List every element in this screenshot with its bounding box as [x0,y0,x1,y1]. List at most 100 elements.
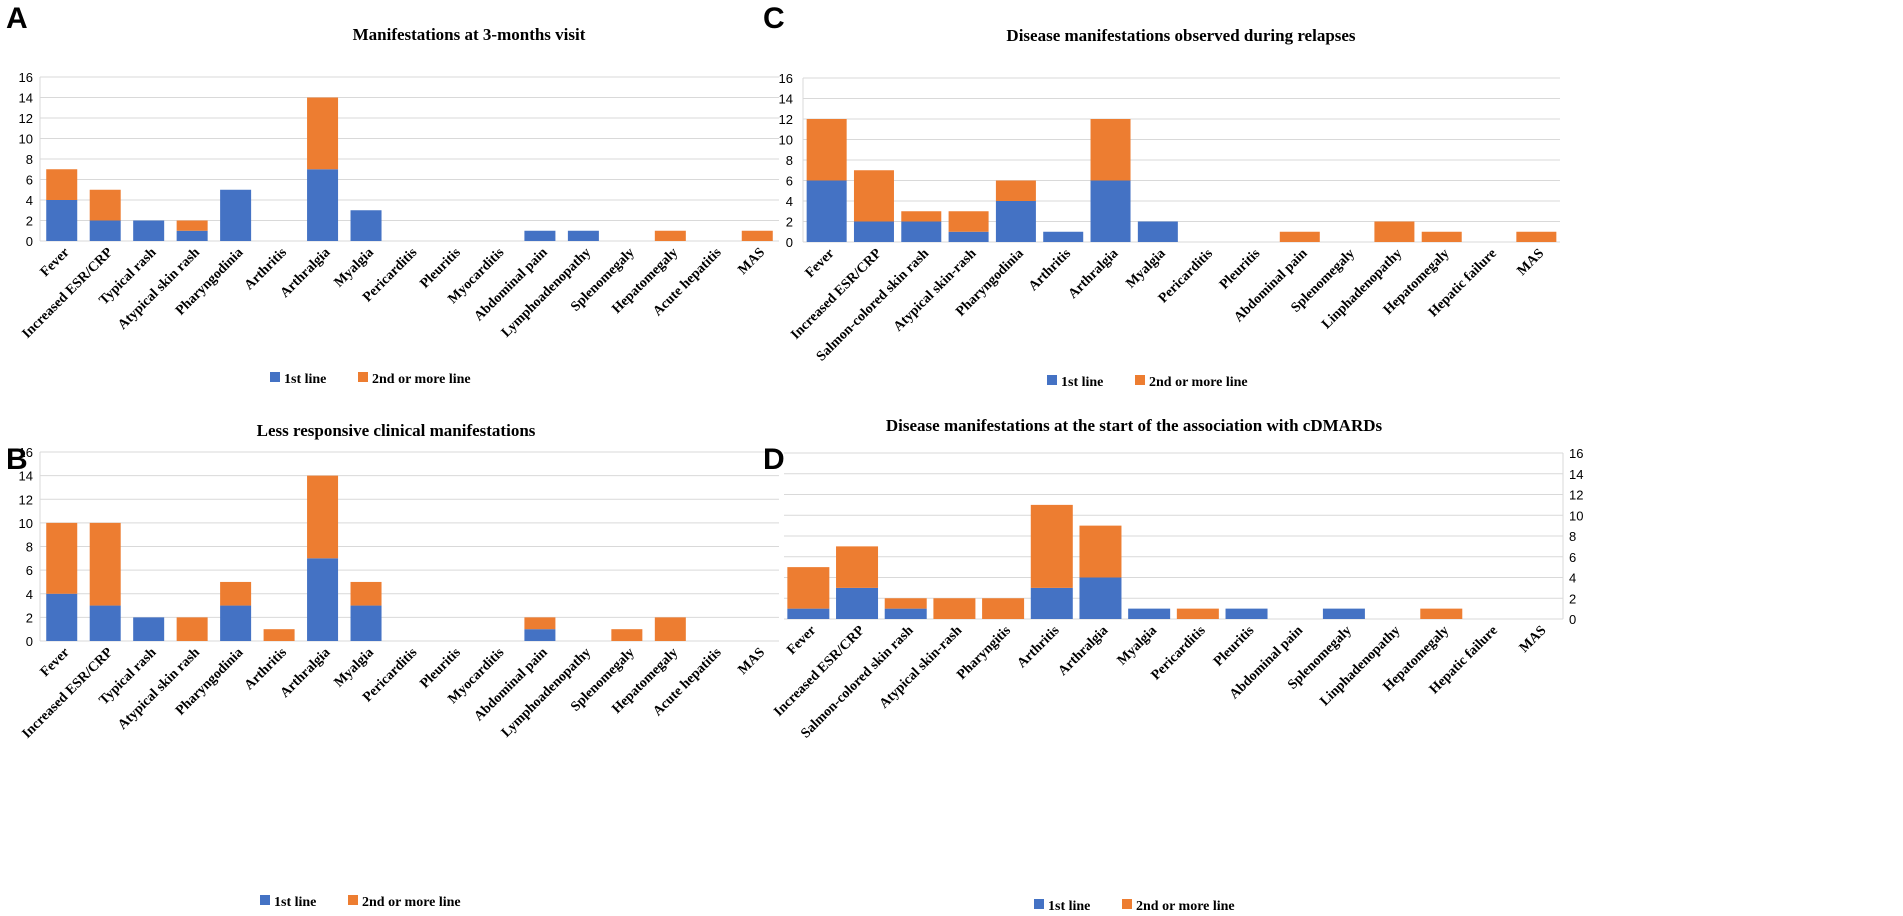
panel-label: C [763,2,785,35]
bar-2nd-or-more-line [350,581,382,606]
panel-label: D [763,443,785,476]
legend-swatch-2nd-line [348,895,358,905]
y-tick-label: 6 [26,563,33,578]
y-tick-label: 8 [1569,529,1576,544]
x-tick-label: Atypical skin rash [115,245,203,333]
bar-2nd-or-more-line [982,598,1025,619]
bar-2nd-or-more-line [524,617,556,630]
y-tick-label: 14 [1569,467,1583,482]
y-tick-label: 4 [1569,571,1576,586]
bar-2nd-or-more-line [948,211,989,232]
bar-1st-line [1322,608,1365,619]
bar-1st-line [787,608,830,619]
x-tick-label: Fever [38,245,73,280]
bar-2nd-or-more-line [654,230,686,241]
bar-1st-line [46,200,78,241]
y-tick-label: 10 [19,132,33,147]
bar-2nd-or-more-line [89,522,121,606]
x-tick-label: MAS [1517,623,1550,656]
y-tick-label: 6 [786,174,793,189]
legend-label: 1st line [1048,899,1090,914]
y-tick-label: 4 [786,194,793,209]
bar-2nd-or-more-line [933,598,976,619]
x-tick-label: Fever [38,645,73,680]
y-tick-label: 0 [26,634,33,649]
chart-title: Disease manifestations observed during r… [1006,26,1356,45]
bar-2nd-or-more-line [220,581,252,606]
bar-2nd-or-more-line [901,211,942,222]
bar-1st-line [995,201,1036,242]
y-tick-label: 2 [1569,591,1576,606]
bar-1st-line [901,221,942,242]
bar-1st-line [220,189,252,241]
x-tick-label: Pleuritis [1217,246,1264,293]
legend-swatch-2nd-line [1135,375,1145,385]
bar-1st-line [836,587,879,619]
bar-1st-line [524,629,556,641]
bar-2nd-or-more-line [1176,608,1219,619]
y-tick-label: 2 [26,610,33,625]
bar-2nd-or-more-line [263,629,295,641]
x-tick-label: Increased ESR/CRP [771,623,868,720]
legend: 1st line 2nd or more line [1034,899,1235,914]
y-tick-label: 8 [26,152,33,167]
bar-2nd-or-more-line [741,230,773,241]
bar-2nd-or-more-line [89,189,121,221]
bar-2nd-or-more-line [836,546,879,588]
x-tick-label: Pharyngitis [954,623,1014,683]
legend-label: 1st line [274,895,316,910]
x-tick-label: Fever [784,623,819,658]
y-tick-label: 4 [26,193,33,208]
bar-1st-line [1137,221,1178,242]
x-tick-label: Arthralgia [1056,623,1112,679]
chart-panel-c: C Disease manifestations observed during … [763,2,1560,390]
y-tick-label: 0 [786,235,793,250]
bar-1st-line [220,605,252,641]
bar-1st-line [1043,231,1084,242]
bar-1st-line [567,230,599,241]
bar-2nd-or-more-line [46,522,78,594]
bar-2nd-or-more-line [884,598,927,609]
bar-1st-line [46,593,78,641]
chart-panel-d: D Disease manifestations at the start of … [763,416,1583,914]
y-tick-label: 8 [26,540,33,555]
x-tick-label: Abdominal pain [472,645,551,724]
bar-2nd-or-more-line [1421,231,1462,242]
bar-2nd-or-more-line [806,119,847,181]
legend-swatch-1st-line [1034,899,1044,909]
bar-2nd-or-more-line [176,617,208,641]
y-tick-label: 14 [19,91,33,106]
x-tick-label: Atypical skin rash [115,645,203,733]
legend-swatch-1st-line [1047,375,1057,385]
x-tick-label: MAS [735,645,768,678]
bar-2nd-or-more-line [995,180,1036,201]
bar-2nd-or-more-line [853,170,894,222]
legend-swatch-1st-line [270,372,280,382]
bar-1st-line [176,230,208,241]
bar-1st-line [948,231,989,242]
x-tick-label: MAS [1515,246,1548,279]
legend-label: 2nd or more line [372,372,471,387]
legend: 1st line 2nd or more line [1047,375,1248,390]
y-tick-label: 10 [1569,508,1583,523]
bar-2nd-or-more-line [307,475,339,559]
y-tick-label: 12 [19,111,33,126]
bar-1st-line [1128,608,1171,619]
y-tick-label: 2 [26,214,33,229]
chart-panel-a: A Manifestations at 3-months visit 0 2 4 6 8 10… [6,2,779,387]
y-tick-label: 4 [26,587,33,602]
y-tick-label: 10 [779,133,793,148]
x-tick-label: Atypical skin-rash [877,623,966,712]
bar-1st-line [1225,608,1268,619]
bar-2nd-or-more-line [46,169,78,200]
bar-1st-line [350,210,382,241]
x-tick-label: Fever [803,246,838,281]
x-tick-label: Arthritis [1026,246,1074,294]
bar-2nd-or-more-line [787,567,830,609]
y-tick-label: 0 [1569,612,1576,627]
legend: 1st line 2nd or more line [260,895,461,910]
legend-swatch-1st-line [260,895,270,905]
bar-2nd-or-more-line [307,97,339,170]
bar-1st-line [350,605,382,641]
